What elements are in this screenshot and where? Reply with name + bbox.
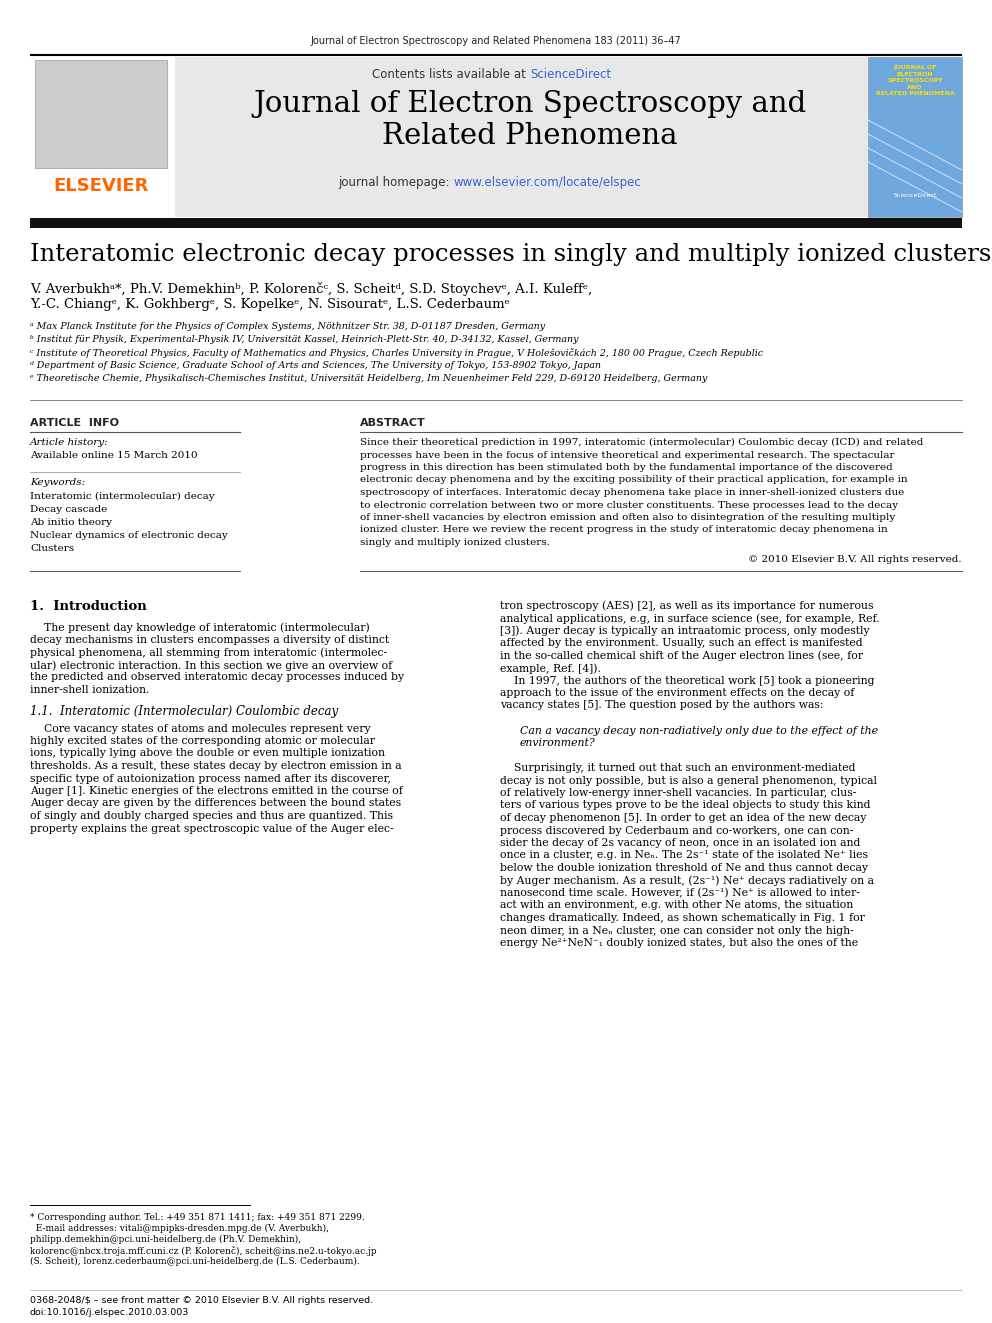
Text: ABSTRACT: ABSTRACT: [360, 418, 426, 429]
Text: [3]). Auger decay is typically an intraatomic process, only modestly: [3]). Auger decay is typically an intraa…: [500, 626, 870, 636]
Text: Nuclear dynamics of electronic decay: Nuclear dynamics of electronic decay: [30, 531, 228, 540]
Text: ARTICLE  INFO: ARTICLE INFO: [30, 418, 119, 429]
Text: spectroscopy of interfaces. Interatomic decay phenomena take place in inner-shel: spectroscopy of interfaces. Interatomic …: [360, 488, 905, 497]
Text: Surprisingly, it turned out that such an environment-mediated: Surprisingly, it turned out that such an…: [500, 763, 855, 773]
Text: sider the decay of 2s vacancy of neon, once in an isolated ion and: sider the decay of 2s vacancy of neon, o…: [500, 837, 860, 848]
Text: 0368-2048/$ – see front matter © 2010 Elsevier B.V. All rights reserved.: 0368-2048/$ – see front matter © 2010 El…: [30, 1297, 373, 1304]
Text: approach to the issue of the environment effects on the decay of: approach to the issue of the environment…: [500, 688, 854, 699]
Text: ELSEVIER: ELSEVIER: [54, 177, 149, 194]
Text: of singly and doubly charged species and thus are quantized. This: of singly and doubly charged species and…: [30, 811, 393, 822]
Text: www.elsevier.com/locate/elspec: www.elsevier.com/locate/elspec: [453, 176, 641, 189]
Text: Ab initio theory: Ab initio theory: [30, 519, 112, 527]
Text: decay mechanisms in clusters encompasses a diversity of distinct: decay mechanisms in clusters encompasses…: [30, 635, 389, 646]
Text: ions, typically lying above the double or even multiple ionization: ions, typically lying above the double o…: [30, 749, 385, 758]
Text: * Corresponding author. Tel.: +49 351 871 1411; fax: +49 351 871 2299.: * Corresponding author. Tel.: +49 351 87…: [30, 1213, 365, 1222]
Text: Journal of Electron Spectroscopy and Related Phenomena 183 (2011) 36–47: Journal of Electron Spectroscopy and Rel…: [310, 36, 682, 46]
Text: Clusters: Clusters: [30, 544, 74, 553]
Text: ᵃ Max Planck Institute for the Physics of Complex Systems, Nöthnitzer Str. 38, D: ᵃ Max Planck Institute for the Physics o…: [30, 321, 546, 331]
Text: Decay cascade: Decay cascade: [30, 505, 107, 515]
Text: changes dramatically. Indeed, as shown schematically in Fig. 1 for: changes dramatically. Indeed, as shown s…: [500, 913, 865, 923]
Text: ionized cluster. Here we review the recent progress in the study of interatomic : ionized cluster. Here we review the rece…: [360, 525, 888, 534]
Text: Auger [1]. Kinetic energies of the electrons emitted in the course of: Auger [1]. Kinetic energies of the elect…: [30, 786, 403, 796]
Text: highly excited states of the corresponding atomic or molecular: highly excited states of the correspondi…: [30, 736, 375, 746]
Text: nanosecond time scale. However, if (2s⁻¹) Ne⁺ is allowed to inter-: nanosecond time scale. However, if (2s⁻¹…: [500, 888, 860, 898]
Text: by Auger mechanism. As a result, (2s⁻¹) Ne⁺ decays radiatively on a: by Auger mechanism. As a result, (2s⁻¹) …: [500, 876, 874, 886]
Text: environment?: environment?: [520, 738, 596, 747]
Text: doi:10.1016/j.elspec.2010.03.003: doi:10.1016/j.elspec.2010.03.003: [30, 1308, 189, 1316]
Text: Interatomic electronic decay processes in singly and multiply ionized clusters: Interatomic electronic decay processes i…: [30, 243, 991, 266]
Text: thresholds. As a result, these states decay by electron emission in a: thresholds. As a result, these states de…: [30, 761, 402, 771]
Text: 1.1.  Interatomic (Intermolecular) Coulombic decay: 1.1. Interatomic (Intermolecular) Coulom…: [30, 705, 338, 718]
Text: ters of various types prove to be the ideal objects to study this kind: ters of various types prove to be the id…: [500, 800, 871, 811]
Text: The present day knowledge of interatomic (intermolecular): The present day knowledge of interatomic…: [30, 623, 370, 634]
Bar: [30, 57, 175, 217]
Text: tron spectroscopy (AES) [2], as well as its importance for numerous: tron spectroscopy (AES) [2], as well as …: [500, 601, 874, 611]
Text: Core vacancy states of atoms and molecules represent very: Core vacancy states of atoms and molecul…: [30, 724, 371, 733]
Text: philipp.demekhin@pci.uni-heidelberg.de (Ph.V. Demekhin),: philipp.demekhin@pci.uni-heidelberg.de (…: [30, 1234, 302, 1244]
Bar: [35, 60, 167, 168]
Text: 1.  Introduction: 1. Introduction: [30, 601, 147, 614]
Text: of inner-shell vacancies by electron emission and often also to disintegration o: of inner-shell vacancies by electron emi…: [360, 513, 895, 523]
Text: in the so-called chemical shift of the Auger electron lines (see, for: in the so-called chemical shift of the A…: [500, 651, 863, 662]
Text: ScienceDirect: ScienceDirect: [894, 193, 936, 198]
Text: V. Averbukhᵃ*, Ph.V. Demekhinᵇ, P. Kolorenčᶜ, S. Scheitᵈ, S.D. Stoychevᵉ, A.I. K: V. Averbukhᵃ*, Ph.V. Demekhinᵇ, P. Kolor…: [30, 282, 592, 296]
Text: ScienceDirect: ScienceDirect: [530, 67, 611, 81]
Text: ᶜ Institute of Theoretical Physics, Faculty of Mathematics and Physics, Charles : ᶜ Institute of Theoretical Physics, Facu…: [30, 348, 763, 359]
Text: vacancy states [5]. The question posed by the authors was:: vacancy states [5]. The question posed b…: [500, 700, 823, 710]
Text: Interatomic (intermolecular) decay: Interatomic (intermolecular) decay: [30, 492, 214, 501]
Text: to electronic correlation between two or more cluster constituents. These proces: to electronic correlation between two or…: [360, 500, 898, 509]
Bar: [868, 57, 962, 217]
Text: Since their theoretical prediction in 1997, interatomic (intermolecular) Coulomb: Since their theoretical prediction in 19…: [360, 438, 924, 447]
Text: progress in this direction has been stimulated both by the fundamental importanc: progress in this direction has been stim…: [360, 463, 893, 472]
Text: of decay phenomenon [5]. In order to get an idea of the new decay: of decay phenomenon [5]. In order to get…: [500, 814, 866, 823]
Text: analytical applications, e.g, in surface science (see, for example, Ref.: analytical applications, e.g, in surface…: [500, 613, 880, 623]
Text: kolorenc@nbcx.troja.mff.cuni.cz (P. Kolorenč), scheit@ins.ne2.u-tokyo.ac.jp: kolorenc@nbcx.troja.mff.cuni.cz (P. Kolo…: [30, 1246, 377, 1256]
Text: ᵈ Department of Basic Science, Graduate School of Arts and Sciences, The Univers: ᵈ Department of Basic Science, Graduate …: [30, 361, 601, 370]
Text: below the double ionization threshold of Ne and thus cannot decay: below the double ionization threshold of…: [500, 863, 868, 873]
Text: Can a vacancy decay non-radiatively only due to the effect of the: Can a vacancy decay non-radiatively only…: [520, 725, 878, 736]
Text: JOURNAL OF
ELECTRON
SPECTROSCOPY
AND
RELATED PHENOMENA: JOURNAL OF ELECTRON SPECTROSCOPY AND REL…: [876, 65, 954, 97]
Text: ᵉ Theoretische Chemie, Physikalisch-Chemisches Institut, Universität Heidelberg,: ᵉ Theoretische Chemie, Physikalisch-Chem…: [30, 374, 707, 382]
Text: once in a cluster, e.g. in Neₙ. The 2s⁻¹ state of the isolated Ne⁺ lies: once in a cluster, e.g. in Neₙ. The 2s⁻¹…: [500, 851, 868, 860]
Text: neon dimer, in a Neₙ cluster, one can consider not only the high-: neon dimer, in a Neₙ cluster, one can co…: [500, 926, 854, 935]
Text: ular) electronic interaction. In this section we give an overview of: ular) electronic interaction. In this se…: [30, 660, 392, 671]
Text: processes have been in the focus of intensive theoretical and experimental resea: processes have been in the focus of inte…: [360, 451, 895, 459]
Text: physical phenomena, all stemming from interatomic (intermolec-: physical phenomena, all stemming from in…: [30, 647, 387, 658]
Text: electronic decay phenomena and by the exciting possibility of their practical ap: electronic decay phenomena and by the ex…: [360, 475, 908, 484]
Text: the predicted and observed interatomic decay processes induced by: the predicted and observed interatomic d…: [30, 672, 404, 683]
Text: journal homepage:: journal homepage:: [337, 176, 453, 189]
Text: process discovered by Cederbaum and co-workers, one can con-: process discovered by Cederbaum and co-w…: [500, 826, 853, 836]
Text: decay is not only possible, but is also a general phenomenon, typical: decay is not only possible, but is also …: [500, 775, 877, 786]
Text: act with an environment, e.g. with other Ne atoms, the situation: act with an environment, e.g. with other…: [500, 901, 853, 910]
Text: specific type of autoionization process named after its discoverer,: specific type of autoionization process …: [30, 774, 391, 783]
Text: affected by the environment. Usually, such an effect is manifested: affected by the environment. Usually, su…: [500, 638, 863, 648]
Text: Auger decay are given by the differences between the bound states: Auger decay are given by the differences…: [30, 799, 401, 808]
Text: E-mail addresses: vitali@mpipks-dresden.mpg.de (V. Averbukh),: E-mail addresses: vitali@mpipks-dresden.…: [30, 1224, 329, 1233]
Text: Journal of Electron Spectroscopy and
Related Phenomena: Journal of Electron Spectroscopy and Rel…: [253, 90, 806, 151]
Text: In 1997, the authors of the theoretical work [5] took a pioneering: In 1997, the authors of the theoretical …: [500, 676, 875, 685]
Text: property explains the great spectroscopic value of the Auger elec-: property explains the great spectroscopi…: [30, 823, 394, 833]
Bar: [175, 57, 885, 217]
Text: singly and multiply ionized clusters.: singly and multiply ionized clusters.: [360, 538, 550, 546]
Text: inner-shell ionization.: inner-shell ionization.: [30, 685, 150, 695]
Text: of relatively low-energy inner-shell vacancies. In particular, clus-: of relatively low-energy inner-shell vac…: [500, 789, 856, 798]
Text: Contents lists available at: Contents lists available at: [372, 67, 530, 81]
Text: (S. Scheit), lorenz.cederbaum@pci.uni-heidelberg.de (L.S. Cederbaum).: (S. Scheit), lorenz.cederbaum@pci.uni-he…: [30, 1257, 360, 1266]
Text: © 2010 Elsevier B.V. All rights reserved.: © 2010 Elsevier B.V. All rights reserved…: [748, 554, 962, 564]
Text: Keywords:: Keywords:: [30, 478, 85, 487]
Text: Y.-C. Chiangᵉ, K. Gokhbergᵉ, S. Kopelkeᵉ, N. Sisouratᵉ, L.S. Cederbaumᵉ: Y.-C. Chiangᵉ, K. Gokhbergᵉ, S. Kopelkeᵉ…: [30, 298, 510, 311]
Text: energy Ne²⁺NeN⁻₁ doubly ionized states, but also the ones of the: energy Ne²⁺NeN⁻₁ doubly ionized states, …: [500, 938, 858, 949]
Text: example, Ref. [4]).: example, Ref. [4]).: [500, 663, 601, 673]
Text: Available online 15 March 2010: Available online 15 March 2010: [30, 451, 197, 460]
Text: ᵇ Institut für Physik, Experimental-Physik IV, Universität Kassel, Heinrich-Plet: ᵇ Institut für Physik, Experimental-Phys…: [30, 335, 578, 344]
Bar: [30, 218, 962, 228]
Text: Article history:: Article history:: [30, 438, 109, 447]
